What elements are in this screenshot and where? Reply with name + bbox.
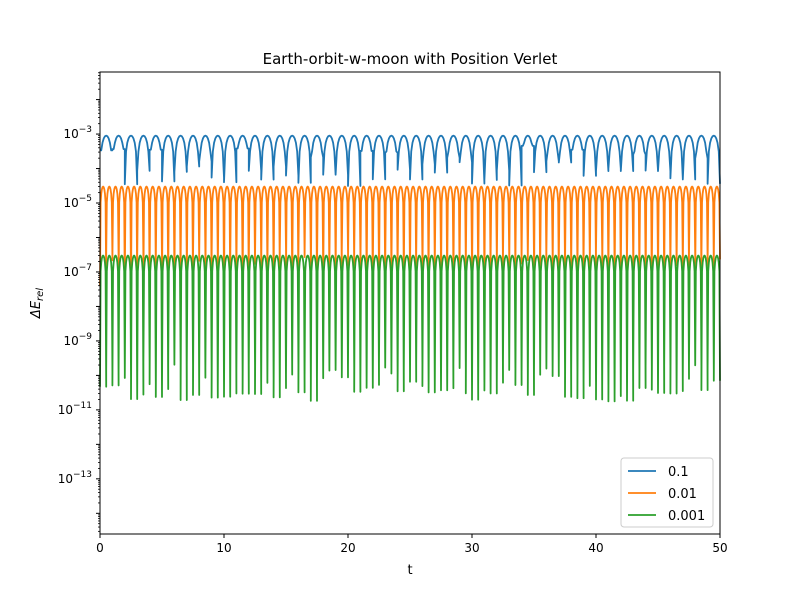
y-tick-label-exponent: −5	[79, 194, 92, 204]
y-tick-label-exponent: −9	[79, 332, 93, 342]
x-tick-label: 0	[96, 541, 104, 555]
series-group	[99, 134, 721, 403]
series-line-0	[100, 134, 721, 187]
y-tick-label-exponent: −11	[73, 401, 92, 411]
x-tick-label: 30	[464, 541, 479, 555]
y-tick-label-exponent: −13	[73, 470, 92, 480]
x-axis-label: t	[407, 563, 412, 578]
x-axis: 0 10 20 30 40 50	[96, 534, 728, 555]
x-tick-label: 20	[340, 541, 355, 555]
legend-label-0: 0.1	[668, 465, 689, 480]
y-tick-label-exponent: −7	[79, 263, 92, 273]
plot-frame	[99, 71, 721, 535]
y-tick-label: 10−13	[58, 470, 92, 486]
y-tick-label-base: 10	[63, 265, 78, 279]
y-tick-label-base: 10	[63, 127, 78, 141]
y-axis-label: ΔErel	[29, 288, 46, 319]
y-tick-label: 10−3	[63, 125, 92, 141]
legend-label-1: 0.01	[668, 487, 697, 502]
y-tick-label-base: 10	[63, 334, 78, 348]
x-tick-label: 50	[712, 541, 727, 555]
x-tick-label: 10	[216, 541, 231, 555]
y-tick-label: 10−5	[63, 194, 92, 210]
y-tick-label-base: 10	[63, 196, 78, 210]
plot-area	[99, 71, 721, 535]
y-axis-label-main: ΔE	[29, 300, 44, 319]
y-tick-label: 10−9	[63, 332, 92, 348]
legend: 0.1 0.01 0.001	[620, 457, 714, 528]
y-tick-label: 10−11	[58, 401, 92, 417]
legend-box	[620, 457, 714, 528]
y-tick-label-exponent: −3	[79, 125, 92, 135]
y-tick-label-base: 10	[58, 403, 73, 417]
y-tick-label-base: 10	[58, 472, 73, 486]
series-line-2	[99, 254, 721, 403]
x-tick-label: 40	[588, 541, 603, 555]
legend-label-2: 0.001	[668, 509, 705, 524]
chart-title: Earth-orbit-w-moon with Position Verlet	[263, 50, 558, 68]
y-axis-label-subscript: rel	[35, 288, 46, 301]
y-tick-label: 10−7	[63, 263, 92, 279]
